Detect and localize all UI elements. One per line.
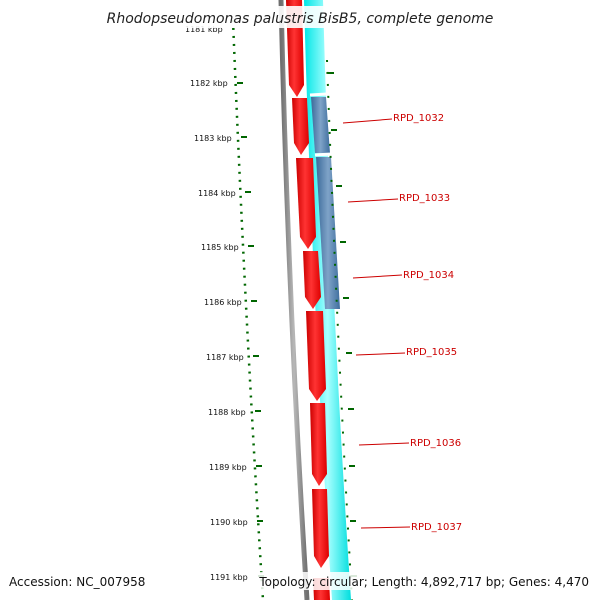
callout-line — [358, 442, 410, 446]
callout-line — [347, 198, 399, 203]
ruler-label: 1186 kbp — [204, 298, 242, 307]
title-backdrop — [105, 6, 495, 28]
track-separator — [309, 92, 328, 97]
gene-label[interactable]: RPD_1035 — [406, 347, 457, 358]
cds-arrow[interactable] — [306, 311, 326, 401]
ruler-label: 1191 kbp — [210, 573, 248, 582]
ruler-label: 1183 kbp — [194, 134, 232, 143]
cds-arrow[interactable] — [310, 403, 327, 486]
highlight-segment-lower — [316, 157, 340, 309]
footer-backdrop-left — [4, 572, 152, 590]
cds-arrow[interactable] — [296, 158, 316, 249]
accession-text: Accession: NC_007958 — [9, 575, 145, 589]
cds-arrow[interactable] — [312, 489, 329, 568]
ruler-label: 1190 kbp — [210, 518, 248, 527]
callout-line — [342, 118, 393, 124]
backbone-ring — [278, 0, 310, 600]
gene-label[interactable]: RPD_1032 — [393, 113, 444, 124]
gene-label[interactable]: RPD_1036 — [410, 438, 461, 449]
highlight-segment-upper — [311, 97, 330, 153]
cds-arrow[interactable] — [292, 98, 309, 155]
gene-label[interactable]: RPD_1033 — [399, 193, 450, 204]
track-separator — [314, 152, 332, 157]
outer-scale-line — [326, 59, 353, 600]
gene-label[interactable]: RPD_1034 — [403, 270, 454, 281]
ruler-label: 1189 kbp — [209, 463, 247, 472]
callout-line — [360, 526, 411, 529]
ruler-label: 1188 kbp — [208, 408, 246, 417]
ruler-line — [231, 19, 265, 600]
topology-text: Topology: circular; Length: 4,892,717 bp… — [258, 575, 589, 589]
ruler-label: 1182 kbp — [190, 79, 228, 88]
ruler-label: 1187 kbp — [206, 353, 244, 362]
gene-label[interactable]: RPD_1037 — [411, 522, 462, 533]
ruler-label: 1185 kbp — [201, 243, 239, 252]
cds-arrow[interactable] — [303, 251, 321, 309]
callout-line — [352, 274, 403, 279]
footer-backdrop-right — [258, 572, 596, 590]
ruler-ticks — [237, 82, 264, 577]
ruler-label-partial: 1181 kbp — [185, 25, 223, 34]
ruler-label: 1184 kbp — [198, 189, 236, 198]
callout-line — [355, 352, 406, 356]
gene-callouts: RPD_1032 RPD_1033 RPD_1034 RPD_1035 RPD_… — [342, 113, 462, 533]
map-title: Rhodopseudomonas palustris BisB5, comple… — [107, 11, 494, 27]
